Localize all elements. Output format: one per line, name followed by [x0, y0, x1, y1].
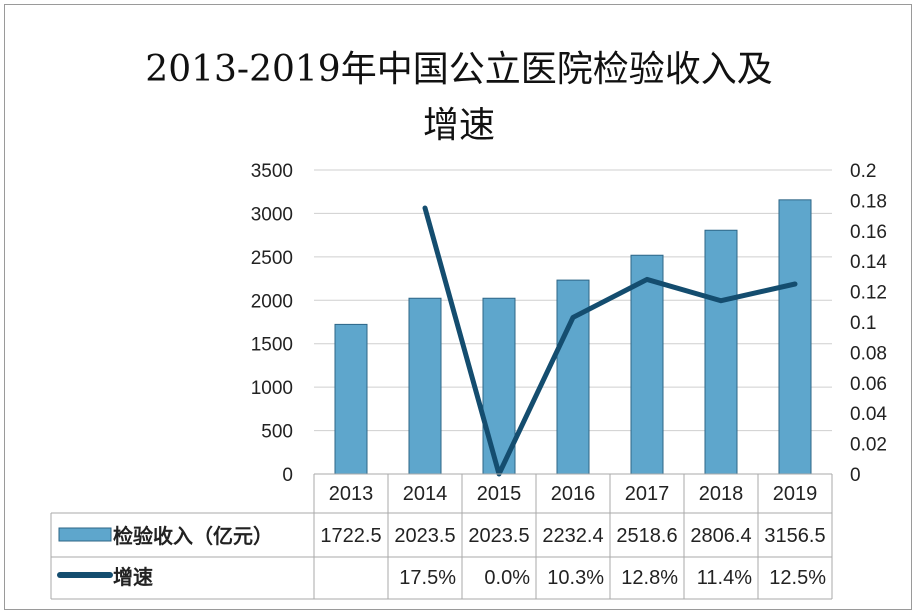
data-label-growth: 0.0%	[484, 567, 530, 589]
x-category-label: 2016	[551, 483, 596, 505]
data-label-income: 2232.4	[542, 525, 603, 547]
data-label-income: 3156.5	[764, 525, 825, 547]
x-category-label: 2013	[329, 483, 374, 505]
data-label-income: 2518.6	[616, 525, 677, 547]
y-left-tick-label: 3000	[251, 204, 293, 225]
data-label-growth: 12.5%	[769, 567, 826, 589]
y-right-tick-label: 0.14	[850, 252, 887, 273]
x-category-label: 2015	[477, 483, 522, 505]
y-right-tick-label: 0.02	[850, 435, 887, 456]
bar	[704, 229, 738, 475]
legend-bar-swatch	[58, 527, 112, 542]
data-label-income: 2806.4	[690, 525, 751, 547]
y-right-tick-label: 0.06	[850, 374, 887, 395]
bar	[334, 323, 368, 475]
y-right-tick-label: 0.2	[850, 161, 876, 182]
data-label-growth: 17.5%	[399, 567, 456, 589]
y-left-tick-label: 1000	[251, 378, 293, 399]
y-left-tick-label: 2000	[251, 291, 293, 312]
chart-border	[4, 4, 912, 610]
x-category-label: 2017	[625, 483, 670, 505]
y-left-tick-label: 1500	[251, 335, 293, 356]
y-right-tick-label: 0.16	[850, 222, 887, 243]
legend-bar-label: 检验收入（亿元）	[113, 524, 273, 548]
data-label-income: 2023.5	[394, 525, 455, 547]
chart-title-line1: 2013-2019年中国公立医院检验收入及	[145, 49, 773, 90]
y-right-tick-label: 0	[850, 465, 861, 486]
data-label-growth: 12.8%	[621, 567, 678, 589]
y-left-tick-label: 2500	[251, 248, 293, 269]
y-left-tick-label: 0	[282, 465, 293, 486]
y-right-tick-label: 0.18	[850, 191, 887, 212]
data-label-income: 1722.5	[320, 525, 381, 547]
bar	[778, 199, 812, 475]
bar	[408, 297, 442, 475]
data-label-growth: 11.4%	[697, 567, 752, 589]
growth-line	[422, 205, 798, 477]
x-category-label: 2019	[773, 483, 818, 505]
chart-title-line2: 增速	[422, 105, 495, 146]
x-category-label: 2014	[403, 483, 448, 505]
y-right-tick-label: 0.1	[850, 313, 876, 334]
y-right-tick-label: 0.08	[850, 343, 887, 364]
y-right-tick-label: 0.04	[850, 404, 887, 425]
data-label-income: 2023.5	[468, 525, 529, 547]
data-label-growth: 10.3%	[547, 567, 604, 589]
y-left-tick-label: 500	[261, 422, 293, 443]
y-right-tick-label: 0.12	[850, 283, 887, 304]
y-left-tick-label: 3500	[251, 161, 293, 182]
bar	[630, 254, 664, 475]
legend-line-label: 增速	[113, 565, 153, 589]
x-category-label: 2018	[699, 483, 744, 505]
